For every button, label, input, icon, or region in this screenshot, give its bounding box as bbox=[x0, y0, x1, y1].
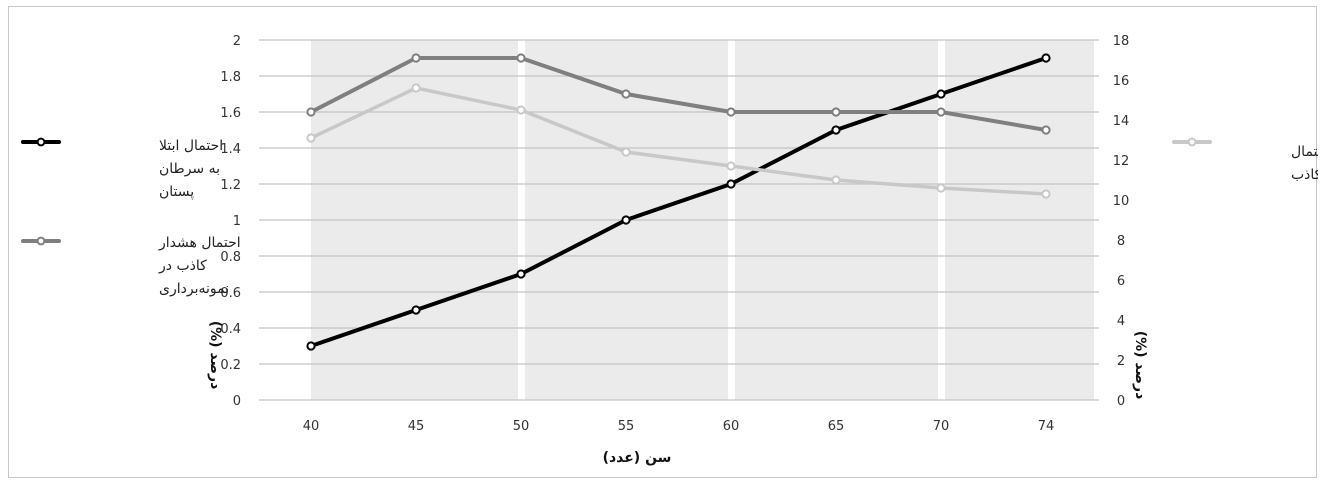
series-1-point bbox=[1041, 53, 1051, 63]
series-line-1 bbox=[310, 56, 1047, 348]
legend-label-series-1: احتمال ابتلا bbox=[159, 138, 223, 154]
series-2-point bbox=[306, 107, 316, 117]
x-tick-label: 40 bbox=[303, 419, 320, 434]
y-left-tick-label: 1.8 bbox=[220, 70, 241, 85]
x-axis-title: سن (عدد) bbox=[603, 450, 672, 466]
legend-label-series-3: هشدار کاذب bbox=[1291, 167, 1318, 183]
x-tick-label: 65 bbox=[828, 419, 845, 434]
y-right-tick-label: 12 bbox=[1113, 154, 1130, 169]
y-right-tick-label: 18 bbox=[1113, 34, 1130, 49]
series-3-point bbox=[306, 133, 316, 143]
x-tick-label: 60 bbox=[723, 419, 740, 434]
series-3-point bbox=[831, 175, 841, 185]
series-3-point bbox=[1041, 189, 1051, 199]
y-left-tick-label: 1.4 bbox=[220, 142, 241, 157]
x-tick-label: 55 bbox=[618, 419, 635, 434]
series-1-point bbox=[516, 269, 526, 279]
legend-marker-series-3-dot bbox=[1187, 137, 1197, 147]
series-3-point bbox=[726, 161, 736, 171]
y-right-tick-label: 14 bbox=[1113, 114, 1130, 129]
series-2-point bbox=[516, 53, 526, 63]
y-right-tick-label: 4 bbox=[1117, 314, 1125, 329]
series-line-3 bbox=[310, 86, 1047, 196]
legend-marker-series-2-dot bbox=[36, 236, 46, 246]
series-3-point bbox=[621, 147, 631, 157]
y-right-tick-label: 6 bbox=[1117, 274, 1125, 289]
series-1-point bbox=[831, 125, 841, 135]
chart-frame: 0 0.2 0.4 0.6 0.8 1 1.2 1.4 1.6 1.8 2 0 2 4 6 8 10 12 14 16… bbox=[8, 6, 1325, 478]
y-right-tick-label: 0 bbox=[1117, 394, 1125, 409]
series-1-point bbox=[306, 341, 316, 351]
line-chart: 0 0.2 0.4 0.6 0.8 1 1.2 1.4 1.6 1.8 2 0 2 4 6 8 10 12 14 16… bbox=[21, 34, 1325, 466]
y-left-tick-label: 1.2 bbox=[220, 178, 241, 193]
legend-label-series-3: احتمال bbox=[1291, 144, 1318, 160]
y-left-tick-label: 1 bbox=[233, 214, 241, 229]
y-left-tick-label: 0.6 bbox=[220, 286, 241, 301]
x-tick-label: 45 bbox=[408, 419, 425, 434]
legend-label-series-1: پستان bbox=[159, 184, 194, 200]
legend-marker-series-1-dot bbox=[36, 137, 46, 147]
series-1-point bbox=[411, 305, 421, 315]
y-axis-title-left: درصد (%) bbox=[207, 321, 223, 390]
series-2-point bbox=[726, 107, 736, 117]
series-3-point bbox=[411, 83, 421, 93]
x-tick-label: 50 bbox=[513, 419, 530, 434]
y-left-tick-label: 1.6 bbox=[220, 106, 241, 121]
series-3-point bbox=[936, 183, 946, 193]
y-left-tick-label: 2 bbox=[233, 34, 241, 49]
series-3-point bbox=[516, 105, 526, 115]
y-right-tick-label: 8 bbox=[1117, 234, 1125, 249]
legend-label-series-2: نمونه‌برداری bbox=[159, 281, 229, 297]
series-1-point bbox=[726, 179, 736, 189]
x-tick-label: 74 bbox=[1038, 419, 1055, 434]
series-2-point bbox=[621, 89, 631, 99]
series-2-point bbox=[936, 107, 946, 117]
legend-label-series-2: احتمال هشدار bbox=[158, 235, 241, 251]
y-left-tick-label: 0.4 bbox=[220, 322, 241, 337]
series-2-point bbox=[831, 107, 841, 117]
series-1-point bbox=[936, 89, 946, 99]
y-left-tick-label: 0.8 bbox=[220, 250, 241, 265]
y-left-tick-label: 0 bbox=[233, 394, 241, 409]
y-axis-title-right: درصد (%) bbox=[1132, 331, 1148, 400]
y-right-tick-label: 16 bbox=[1113, 74, 1130, 89]
series-2-point bbox=[411, 53, 421, 63]
legend-label-series-2: کاذب در bbox=[158, 258, 207, 274]
y-right-tick-label: 2 bbox=[1117, 354, 1125, 369]
series-line-2 bbox=[310, 56, 1047, 132]
legend-label-series-1: به سرطان bbox=[159, 161, 220, 177]
x-tick-label: 70 bbox=[933, 419, 950, 434]
series-1-point bbox=[621, 215, 631, 225]
y-right-tick-label: 10 bbox=[1113, 194, 1130, 209]
series-2-point bbox=[1041, 125, 1051, 135]
y-left-tick-label: 0.2 bbox=[220, 358, 241, 373]
